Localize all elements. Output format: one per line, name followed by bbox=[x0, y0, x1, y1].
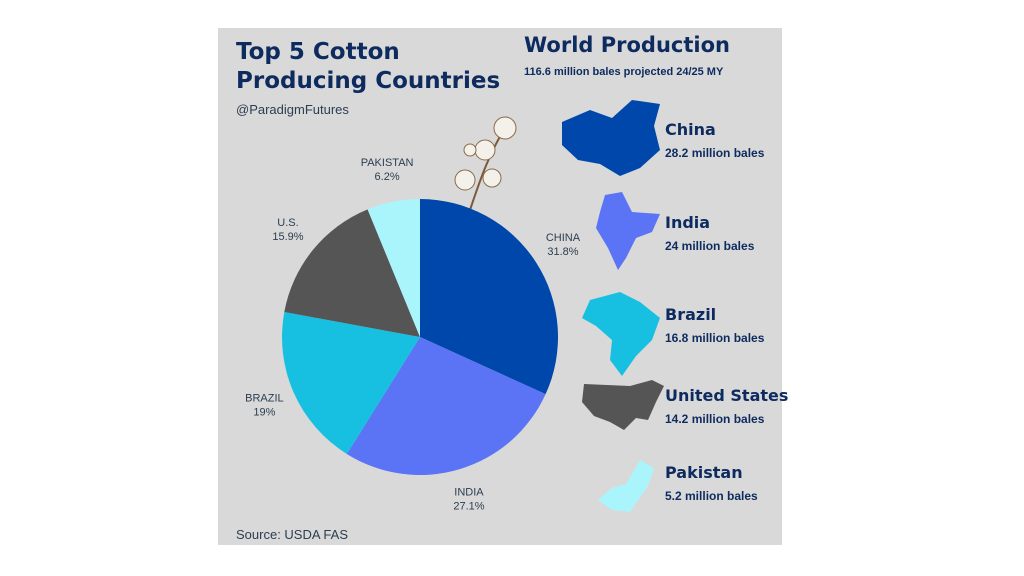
item-name: Brazil bbox=[665, 305, 717, 324]
slice-label: PAKISTAN bbox=[361, 157, 414, 169]
item-name: Pakistan bbox=[665, 463, 743, 482]
brazil-map bbox=[582, 292, 660, 376]
pie-slice bbox=[346, 337, 546, 475]
slice-value-label: 6.2% bbox=[375, 171, 400, 183]
source: Source: USDA FAS bbox=[236, 527, 348, 542]
india-map bbox=[596, 192, 660, 270]
slice-label: U.S. bbox=[277, 217, 298, 229]
cotton-plant bbox=[454, 116, 517, 211]
pie-slice bbox=[284, 209, 420, 337]
slice-label: BRAZIL bbox=[245, 392, 284, 404]
pakistan-map bbox=[598, 460, 654, 512]
item-amount: 5.2 million bales bbox=[665, 489, 758, 503]
pie-slice bbox=[420, 199, 558, 395]
item-amount: 24 million bales bbox=[665, 239, 755, 253]
panel-subtitle: 116.6 million bales projected 24/25 MY bbox=[524, 66, 724, 78]
pie-slice bbox=[282, 311, 420, 454]
slice-label: INDIA bbox=[454, 487, 484, 499]
handle: @ParadigmFutures bbox=[236, 102, 349, 117]
panel-title: World Production bbox=[524, 33, 730, 57]
item-amount: 14.2 million bales bbox=[665, 412, 765, 426]
slice-value-label: 31.8% bbox=[547, 246, 578, 258]
item-name: United States bbox=[665, 386, 789, 405]
slice-label: CHINA bbox=[546, 232, 581, 244]
item-name: China bbox=[665, 120, 716, 139]
item-amount: 16.8 million bales bbox=[665, 331, 765, 345]
us-map bbox=[582, 380, 664, 430]
item-amount: 28.2 million bales bbox=[665, 146, 765, 160]
chart-title: Top 5 Cotton Producing Countries bbox=[236, 39, 501, 94]
slice-value-label: 15.9% bbox=[272, 231, 303, 243]
slice-value-label: 19% bbox=[253, 406, 275, 418]
slice-value-label: 27.1% bbox=[453, 501, 484, 513]
pie-slice bbox=[367, 199, 420, 337]
china-map bbox=[562, 100, 660, 176]
item-name: India bbox=[665, 213, 711, 232]
